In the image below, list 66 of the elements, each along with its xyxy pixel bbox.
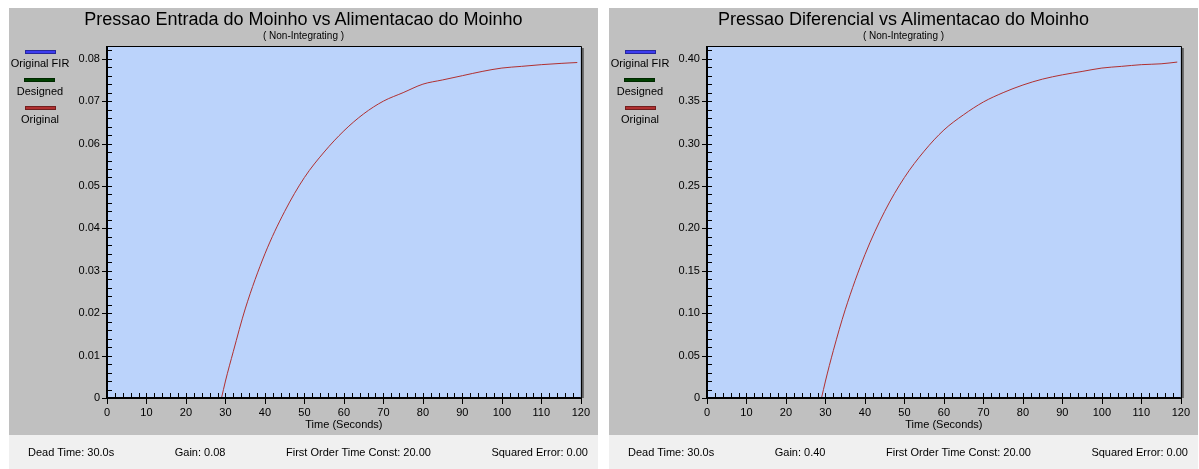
y-tick-label: 0.05: [78, 178, 100, 191]
text: Gain: 0.40: [774, 445, 826, 459]
y-tick-label: 0: [693, 391, 700, 404]
legend-label: Original: [21, 113, 59, 126]
y-tick-label: 0.05: [678, 348, 700, 361]
x-tick-label: 30: [219, 405, 232, 418]
x-tick-label: 50: [898, 405, 911, 418]
x-tick-label: 60: [337, 405, 351, 418]
y-tick-label: 0.30: [678, 136, 700, 149]
x-axis-title: Time (Seconds): [905, 418, 983, 431]
text: Squared Error: 0.00: [1091, 445, 1188, 459]
chart-title: Pressao Diferencial vs Alimentacao do Moinho: [716, 8, 1091, 30]
x-tick-label: 100: [492, 405, 512, 418]
y-tick-label: 0.10: [678, 306, 700, 319]
x-tick-label: 80: [1016, 405, 1030, 418]
x-tick-label: 120: [1171, 405, 1190, 418]
x-tick-label: 40: [258, 405, 272, 418]
x-tick-label: 90: [456, 405, 469, 418]
x-tick-label: 20: [779, 405, 793, 418]
y-tick-label: 0.07: [78, 94, 100, 107]
x-tick-label: 0: [103, 405, 111, 418]
legend-label: Original FIR: [10, 57, 70, 70]
y-tick-label: 0.06: [78, 136, 100, 149]
x-tick-label: 110: [1132, 405, 1151, 418]
x-tick-label: 40: [858, 405, 872, 418]
x-axis-title: Time (Seconds): [305, 418, 383, 431]
x-tick-label: 20: [179, 405, 193, 418]
x-tick-label: 70: [977, 405, 990, 418]
x-tick-label: 10: [140, 405, 153, 418]
y-tick-label: 0.02: [78, 306, 100, 319]
legend-label: Original: [621, 113, 659, 126]
line-series: [221, 62, 578, 398]
y-tick-label: 0: [93, 391, 100, 404]
y-tick-label: 0.25: [678, 178, 700, 191]
x-tick-label: 120: [571, 405, 590, 418]
x-tick-label: 110: [532, 405, 551, 418]
y-tick-label: 0.08: [78, 51, 100, 64]
text: First Order Time Const: 20.00: [285, 445, 431, 459]
y-tick-label: 0.40: [678, 51, 700, 64]
text: First Order Time Const: 20.00: [885, 445, 1031, 459]
x-tick-label: 100: [1092, 405, 1112, 418]
x-tick-label: 30: [819, 405, 832, 418]
text: Dead Time: 30.0s: [628, 445, 715, 459]
y-tick-label: 0.20: [678, 221, 700, 234]
y-tick-label: 0.01: [78, 348, 100, 361]
line-series: [821, 61, 1178, 398]
y-tick-label: 0.15: [678, 263, 700, 276]
chart-subtitle: ( Non-Integrating ): [861, 30, 946, 42]
x-tick-label: 0: [703, 405, 711, 418]
chart-title: Pressao Entrada do Moinho vs Alimentacao do Moinho: [83, 8, 524, 30]
y-tick-label: 0.35: [678, 94, 700, 107]
legend-label: Original FIR: [610, 57, 670, 70]
x-tick-label: 50: [298, 405, 311, 418]
x-tick-label: 90: [1056, 405, 1069, 418]
x-tick-label: 80: [416, 405, 430, 418]
legend-label: Designed: [616, 85, 664, 98]
y-tick-label: 0.03: [78, 263, 100, 276]
x-tick-label: 70: [377, 405, 390, 418]
legend-label: Designed: [16, 85, 64, 98]
chart-subtitle: ( Non-Integrating ): [261, 30, 346, 42]
x-tick-label: 60: [937, 405, 951, 418]
text: Dead Time: 30.0s: [28, 445, 115, 459]
text: Squared Error: 0.00: [491, 445, 588, 459]
y-tick-label: 0.04: [78, 221, 100, 234]
text: Gain: 0.08: [174, 445, 226, 459]
x-tick-label: 10: [740, 405, 753, 418]
